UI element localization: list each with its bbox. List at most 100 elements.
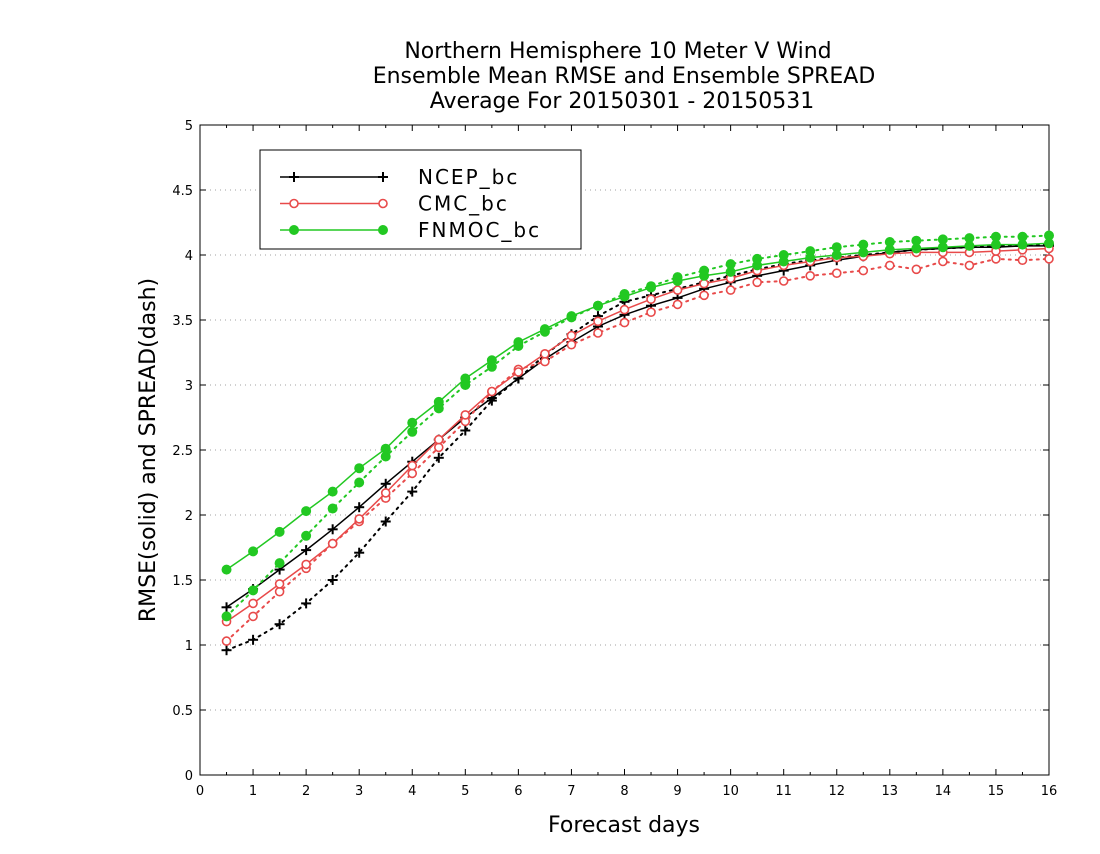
- cmc-bc-spread-point: [858, 265, 869, 276]
- fnmoc-bc-rmse-point: [1017, 239, 1028, 250]
- fnmoc-bc-rmse-point: [539, 324, 550, 335]
- fnmoc-bc-spread-point: [301, 530, 312, 541]
- fnmoc-bc-rmse-point: [486, 355, 497, 366]
- y-tick-label: 4.5: [172, 184, 193, 199]
- fnmoc-bc-rmse-point: [1044, 238, 1054, 249]
- fnmoc-bc-rmse-point: [301, 506, 312, 517]
- cmc-bc-rmse-point: [566, 330, 577, 341]
- series-ncep-bc: [221, 239, 1054, 656]
- legend-label-ncep-bc: NCEP_bc: [418, 165, 519, 189]
- fnmoc-bc-rmse-point: [778, 256, 789, 267]
- axis-ticks: 00.511.522.533.544.550 1 2 3 4 5 6 7 8 9 10 11 12 13 1…: [172, 119, 1057, 799]
- cmc-bc-spread-point: [1044, 254, 1054, 264]
- cmc-bc-spread-point: [646, 307, 656, 318]
- legend-marker-fnmoc-bc: [289, 225, 299, 235]
- fnmoc-bc-spread-point: [221, 611, 232, 622]
- x-tick-label: 2: [302, 784, 310, 799]
- cmc-bc-rmse-point: [646, 294, 656, 305]
- legend-marker-cmc-bc: [378, 198, 388, 209]
- x-tick-label: 5: [461, 784, 469, 799]
- ncep-bc-spread-point: [221, 645, 232, 656]
- fnmoc-bc-rmse-point: [460, 373, 471, 384]
- x-tick-label: 12: [828, 784, 845, 799]
- x-tick-label: 4: [408, 784, 416, 799]
- ncep-bc-rmse-point: [301, 545, 312, 556]
- cmc-bc-spread-point: [938, 256, 948, 267]
- x-tick-label: 8: [620, 784, 628, 799]
- ncep-bc-spread-point: [301, 598, 312, 609]
- cmc-bc-rmse-point: [301, 559, 311, 570]
- cmc-bc-rmse-point: [380, 488, 391, 498]
- cmc-bc-spread-point: [964, 260, 975, 271]
- y-tick-label: 1.5: [172, 574, 193, 589]
- y-tick-label: 3.5: [172, 314, 193, 329]
- cmc-bc-spread-point: [911, 264, 922, 275]
- cmc-bc-rmse-point: [672, 285, 683, 295]
- fnmoc-bc-rmse-point: [619, 291, 630, 302]
- cmc-bc-rmse-point: [274, 579, 285, 589]
- cmc-bc-spread-point: [593, 328, 603, 338]
- fnmoc-bc-spread-point: [354, 477, 365, 488]
- fnmoc-bc-rmse-point: [805, 252, 816, 263]
- cmc-bc-rmse-point: [540, 348, 550, 359]
- cmc-bc-spread-point: [407, 468, 418, 479]
- x-axis-title: Forecast days: [548, 813, 700, 838]
- cmc-bc-spread-point: [805, 270, 816, 281]
- cmc-bc-spread-point: [433, 442, 444, 453]
- cmc-bc-spread-point: [885, 260, 895, 271]
- x-tick-label: 15: [988, 784, 1005, 799]
- y-tick-label: 3: [185, 379, 193, 394]
- title-line-3: Average For 20150301 - 20150531: [430, 89, 815, 114]
- cmc-bc-rmse-point: [487, 386, 497, 397]
- cmc-bc-spread-point: [831, 268, 842, 279]
- fnmoc-bc-rmse-point: [380, 443, 391, 454]
- fnmoc-bc-rmse-point: [566, 311, 577, 322]
- fnmoc-bc-rmse-point: [248, 546, 259, 557]
- x-tick-label: 14: [935, 784, 952, 799]
- cmc-bc-spread-point: [248, 611, 258, 622]
- fnmoc-bc-rmse-point: [752, 260, 763, 271]
- y-tick-label: 0.5: [172, 704, 193, 719]
- legend-label-cmc-bc: CMC_bc: [418, 192, 509, 216]
- cmc-bc-rmse-point: [619, 304, 630, 315]
- cmc-bc-rmse-point: [699, 278, 709, 289]
- cmc-bc-rmse-point: [248, 598, 258, 609]
- legend-marker-cmc-bc: [289, 198, 299, 209]
- ncep-bc-rmse-point: [354, 502, 365, 513]
- cmc-bc-spread-point: [725, 285, 736, 295]
- cmc-bc-spread-point: [540, 356, 550, 367]
- legend-label-fnmoc-bc: FNMOC_bc: [418, 218, 541, 242]
- fnmoc-bc-rmse-point: [937, 242, 948, 253]
- fnmoc-bc-rmse-point: [327, 486, 338, 497]
- legend-marker-fnmoc-bc: [378, 225, 388, 235]
- ncep-bc-spread-point: [380, 516, 391, 527]
- x-tick-label: 3: [355, 784, 363, 799]
- cmc-bc-spread-point: [699, 290, 709, 301]
- series-cmc-bc: [221, 243, 1054, 646]
- fnmoc-bc-rmse-point: [646, 282, 657, 293]
- cmc-bc-rmse-point: [593, 316, 603, 327]
- ncep-bc-spread-point: [274, 619, 285, 630]
- x-tick-label: 7: [567, 784, 575, 799]
- y-axis-title: RMSE(solid) and SPREAD(dash): [136, 278, 161, 622]
- fnmoc-bc-spread-point: [274, 558, 285, 569]
- fnmoc-bc-rmse-point: [221, 564, 232, 575]
- cmc-bc-spread-point: [778, 276, 789, 286]
- ncep-bc-spread-point: [354, 547, 365, 558]
- cmc-bc-spread-point: [1017, 255, 1028, 266]
- cmc-bc-rmse-point: [460, 410, 471, 420]
- fnmoc-bc-rmse-point: [964, 240, 975, 251]
- fnmoc-bc-rmse-point: [433, 396, 444, 407]
- fnmoc-bc-rmse-point: [699, 270, 710, 281]
- ncep-bc-rmse-line: [226, 245, 1049, 608]
- cmc-bc-spread-point: [752, 277, 762, 288]
- fnmoc-bc-spread-point: [327, 503, 338, 514]
- cmc-bc-rmse-point: [433, 434, 444, 445]
- x-tick-label: 11: [775, 784, 792, 799]
- cmc-bc-spread-point: [566, 339, 577, 350]
- ncep-bc-rmse-point: [221, 602, 232, 613]
- cmc-bc-spread-point: [274, 586, 285, 597]
- x-tick-label: 10: [722, 784, 739, 799]
- y-tick-label: 0: [185, 769, 193, 784]
